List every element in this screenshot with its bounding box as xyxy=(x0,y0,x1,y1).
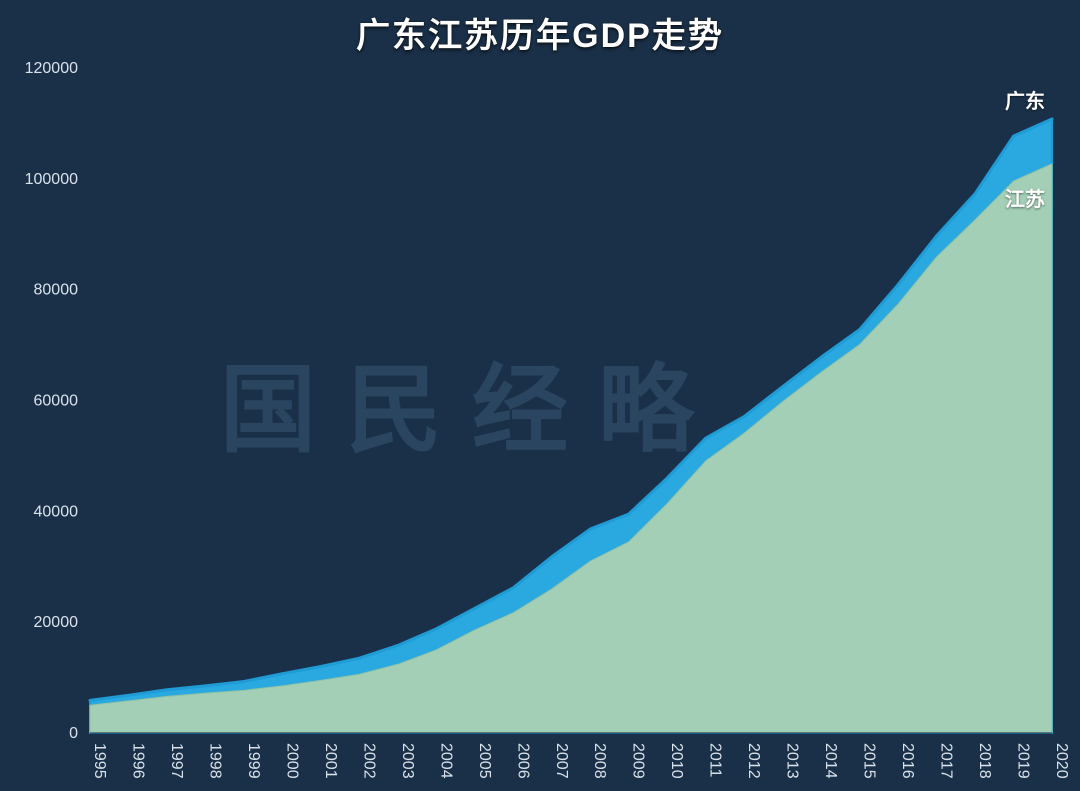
y-tick: 60000 xyxy=(34,393,79,410)
svg-text:2002: 2002 xyxy=(360,743,377,779)
svg-text:2010: 2010 xyxy=(668,743,685,779)
svg-text:2011: 2011 xyxy=(707,743,724,778)
area-series-江苏 xyxy=(90,164,1052,733)
x-tick: 1999 xyxy=(245,743,262,779)
chart-svg: 0 20000 40000 60000 80000 100000 120000 广东江苏 199… xyxy=(0,0,1080,791)
x-tick: 2012 xyxy=(745,743,762,779)
svg-text:2004: 2004 xyxy=(437,743,454,779)
gdp-area-chart: 广东江苏历年GDP走势 国民经略 国民经略｜制图 020000400006000… xyxy=(0,0,1080,791)
svg-text:2013: 2013 xyxy=(784,743,801,779)
x-tick: 2019 xyxy=(1015,743,1032,779)
svg-text:2008: 2008 xyxy=(591,743,608,779)
svg-text:40000: 40000 xyxy=(34,503,79,520)
svg-text:2009: 2009 xyxy=(630,743,647,779)
x-tick: 2018 xyxy=(976,743,993,779)
svg-text:1996: 1996 xyxy=(129,743,146,779)
x-tick: 2010 xyxy=(668,743,685,779)
svg-text:1995: 1995 xyxy=(91,743,108,779)
x-tick: 1995 xyxy=(91,743,108,779)
x-tick: 2003 xyxy=(399,743,416,779)
x-tick: 2000 xyxy=(283,743,300,779)
x-tick: 2009 xyxy=(630,743,647,779)
x-tick: 2008 xyxy=(591,743,608,779)
svg-text:120000: 120000 xyxy=(25,60,78,77)
x-tick: 2007 xyxy=(553,743,570,779)
svg-text:60000: 60000 xyxy=(34,393,79,410)
svg-text:80000: 80000 xyxy=(34,282,79,299)
svg-text:2020: 2020 xyxy=(1053,743,1070,779)
svg-text:2000: 2000 xyxy=(283,743,300,779)
svg-text:2014: 2014 xyxy=(822,743,839,779)
svg-text:2005: 2005 xyxy=(476,743,493,779)
x-tick: 1998 xyxy=(206,743,223,779)
svg-text:2003: 2003 xyxy=(399,743,416,779)
y-tick: 0 xyxy=(69,725,78,742)
x-tick: 2013 xyxy=(784,743,801,779)
x-tick: 2014 xyxy=(822,743,839,779)
svg-text:2006: 2006 xyxy=(514,743,531,779)
svg-text:2018: 2018 xyxy=(976,743,993,779)
x-tick: 2005 xyxy=(476,743,493,779)
svg-text:2016: 2016 xyxy=(899,743,916,779)
series-label-江苏: 江苏 xyxy=(1005,188,1045,211)
y-tick: 100000 xyxy=(25,171,78,188)
x-tick: 2017 xyxy=(938,743,955,779)
svg-text:2007: 2007 xyxy=(553,743,570,779)
x-tick: 2002 xyxy=(360,743,377,779)
svg-text:100000: 100000 xyxy=(25,171,78,188)
y-tick: 80000 xyxy=(34,282,79,299)
svg-text:0: 0 xyxy=(69,725,78,742)
x-tick: 2004 xyxy=(437,743,454,779)
svg-text:2019: 2019 xyxy=(1015,743,1032,779)
x-tick: 2016 xyxy=(899,743,916,779)
x-tick: 1997 xyxy=(168,743,185,779)
x-tick: 2020 xyxy=(1053,743,1070,779)
x-tick: 2015 xyxy=(861,743,878,779)
x-tick: 1996 xyxy=(129,743,146,779)
svg-text:20000: 20000 xyxy=(34,614,79,631)
y-tick: 20000 xyxy=(34,614,79,631)
svg-text:2015: 2015 xyxy=(861,743,878,779)
svg-text:2001: 2001 xyxy=(322,743,339,779)
x-tick: 2006 xyxy=(514,743,531,779)
svg-text:1999: 1999 xyxy=(245,743,262,779)
svg-text:2012: 2012 xyxy=(745,743,762,779)
series-label-广东: 广东 xyxy=(1005,89,1045,113)
x-tick: 2001 xyxy=(322,743,339,779)
x-tick: 2011 xyxy=(707,743,724,778)
svg-text:2017: 2017 xyxy=(938,743,955,779)
svg-text:1998: 1998 xyxy=(206,743,223,779)
svg-text:1997: 1997 xyxy=(168,743,185,779)
y-tick: 40000 xyxy=(34,503,79,520)
y-tick: 120000 xyxy=(25,60,78,77)
